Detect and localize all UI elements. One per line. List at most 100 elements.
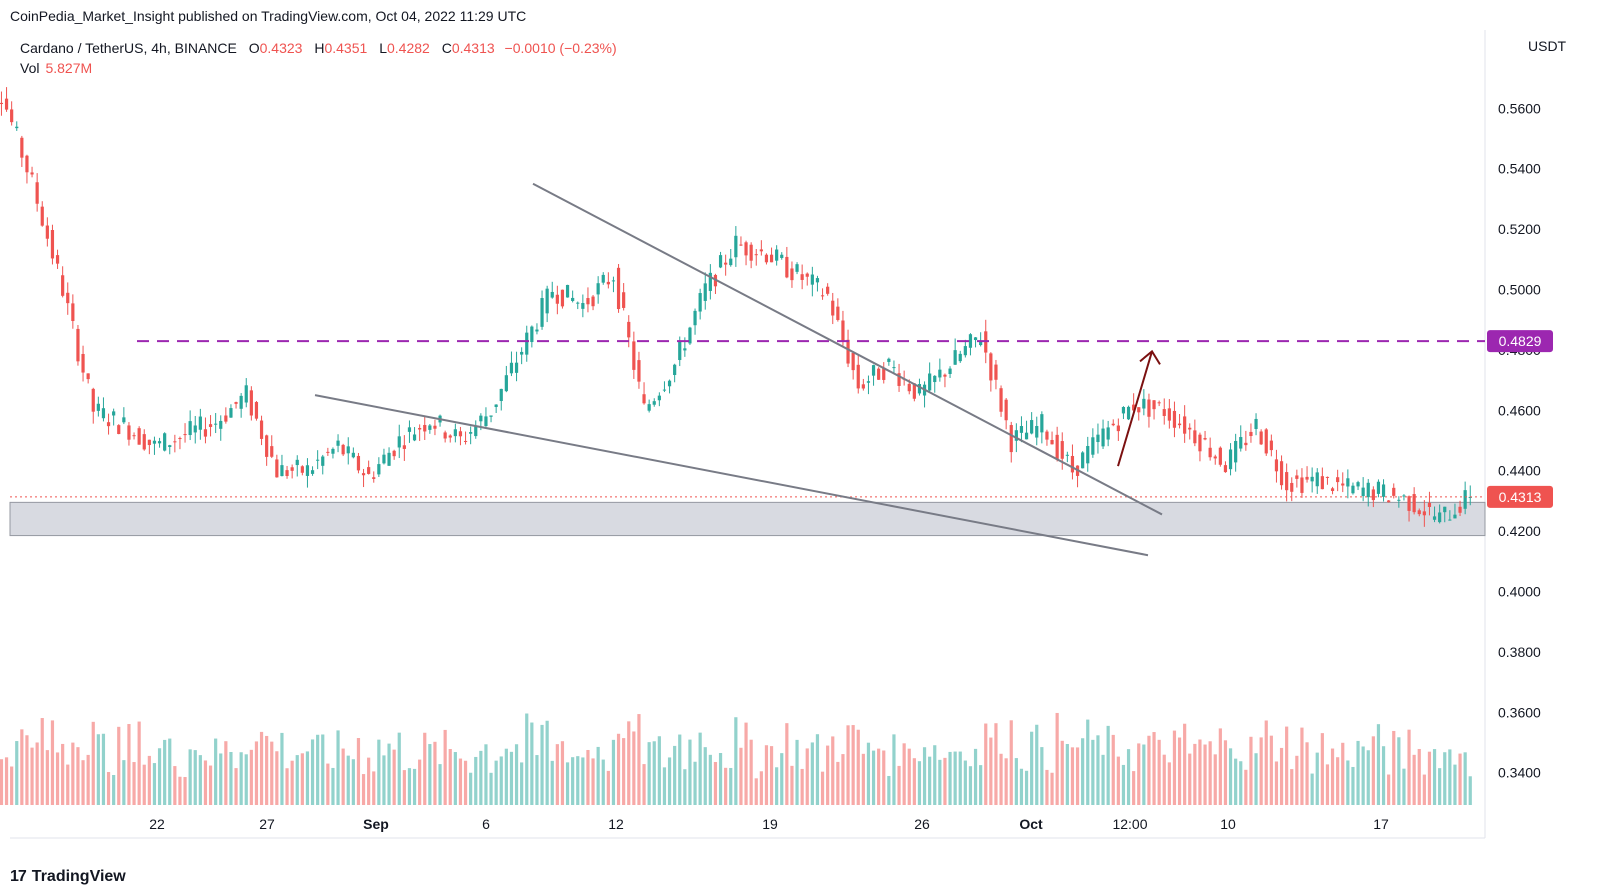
candle-body — [917, 384, 922, 394]
volume-bar — [275, 751, 279, 805]
time-tick-label: 27 — [259, 816, 275, 832]
candle-body — [1157, 402, 1161, 404]
volume-bar — [458, 758, 463, 805]
candle-body — [673, 364, 677, 375]
candle-body — [504, 375, 508, 392]
candle-body — [667, 380, 672, 387]
candle-body — [836, 306, 840, 320]
volume-label[interactable]: Vol — [20, 60, 40, 76]
volume-bar — [71, 742, 75, 805]
candle-body — [871, 365, 876, 376]
volume-bar — [1330, 748, 1335, 805]
candle-body — [958, 353, 962, 362]
volume-bar — [744, 722, 748, 805]
candle-body — [1244, 442, 1248, 446]
volume-bar — [1468, 776, 1472, 805]
price-tick-label: 0.5000 — [1498, 281, 1541, 297]
volume-bar — [265, 735, 269, 805]
candle-body — [290, 467, 294, 471]
candle-body — [1417, 510, 1421, 515]
volume-bar — [627, 721, 631, 805]
time-tick-label: 10 — [1220, 816, 1236, 832]
candle-body — [739, 244, 743, 246]
candle-body — [336, 440, 340, 446]
time-tick-label: 6 — [482, 816, 490, 832]
candle-body — [1402, 495, 1406, 497]
volume-bar — [637, 714, 641, 805]
volume-bar — [61, 743, 65, 805]
volume-bar — [1366, 750, 1370, 805]
volume-bar — [499, 756, 503, 805]
volume-bar — [1030, 731, 1034, 805]
volume-bar — [999, 753, 1003, 805]
volume-bar — [667, 757, 672, 805]
volume-bar — [1024, 770, 1029, 805]
candle-body — [1392, 487, 1396, 496]
volume-bar — [581, 757, 585, 805]
candle-body — [463, 440, 468, 442]
candle-body — [933, 375, 937, 383]
volume-bar — [66, 764, 70, 805]
candle-body — [112, 411, 116, 416]
volume-bar — [479, 750, 483, 805]
tradingview-logo[interactable]: 17 TradingView — [10, 868, 126, 886]
volume-bar — [989, 737, 993, 805]
candle-body — [407, 427, 412, 432]
volume-bar — [555, 744, 559, 805]
volume-bar — [1126, 749, 1131, 805]
volume-bar — [734, 717, 738, 805]
candle-body — [66, 292, 70, 304]
volume-bar — [1407, 729, 1411, 805]
volume-bar — [310, 739, 315, 805]
time-tick-label: 17 — [1373, 816, 1389, 832]
volume-bar — [412, 768, 417, 805]
candle-body — [367, 467, 371, 474]
candle-body — [1254, 418, 1258, 430]
volume-bar — [234, 768, 238, 805]
candle-body — [443, 432, 447, 439]
candle-body — [1162, 409, 1166, 416]
volume-bar — [351, 759, 355, 805]
candle-body — [494, 404, 498, 407]
volume-bar — [407, 768, 412, 805]
candle-body — [963, 346, 967, 356]
candle-body — [50, 230, 55, 259]
volume-bar — [1070, 747, 1075, 805]
volume-bar — [1050, 772, 1054, 805]
volume-bar — [443, 729, 447, 805]
volume-bar — [606, 770, 610, 805]
volume-value: 5.827M — [45, 60, 93, 76]
volume-bar — [622, 738, 626, 805]
candle-body — [35, 182, 39, 204]
candle-body — [15, 126, 19, 129]
candle-body — [1101, 428, 1105, 447]
candle-body — [540, 298, 544, 327]
candle-body — [1285, 472, 1289, 491]
candle-body — [1126, 406, 1131, 420]
candle-body — [769, 254, 774, 263]
upper-trendline — [532, 182, 1163, 516]
volume-bar — [1376, 724, 1381, 805]
candle-body — [831, 300, 835, 316]
candle-body — [4, 98, 9, 110]
volume-bar — [545, 720, 549, 805]
candle-body — [1381, 484, 1386, 497]
volume-bar — [994, 723, 998, 805]
currency-label[interactable]: USDT — [1528, 38, 1567, 54]
volume-bar — [785, 723, 789, 805]
volume-bar — [1351, 766, 1355, 805]
candle-body — [647, 404, 651, 411]
candle-body — [749, 244, 753, 261]
candle-body — [1432, 516, 1437, 520]
volume-bar — [1295, 755, 1299, 805]
price-tick-label: 0.4200 — [1498, 523, 1541, 539]
candle-body — [157, 441, 162, 444]
candle-body — [1177, 423, 1182, 426]
volume-bar — [749, 739, 753, 805]
volume-bar — [795, 739, 799, 805]
volume-bar — [1463, 752, 1467, 805]
volume-bar — [688, 739, 692, 805]
symbol-name[interactable]: Cardano / TetherUS, 4h, BINANCE — [20, 40, 237, 56]
candle-body — [489, 415, 493, 417]
